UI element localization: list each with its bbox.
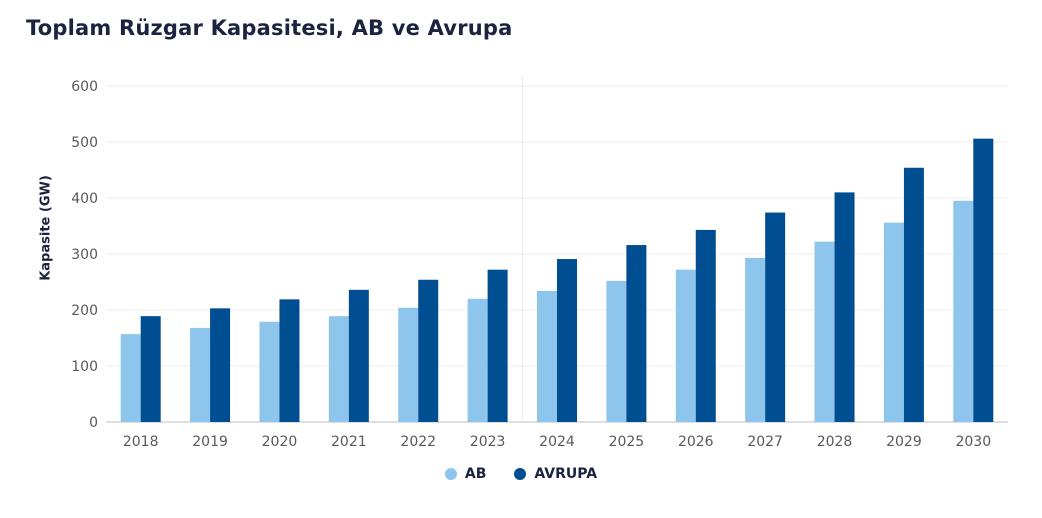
chart-title: Toplam Rüzgar Kapasitesi, AB ve Avrupa [26,16,513,40]
bar-ab-2022[interactable] [398,307,419,422]
x-tick-label: 2022 [400,434,436,450]
bar-avrupa-2018[interactable] [140,316,161,422]
legend-swatch-ab [444,468,457,480]
x-tick-label: 2026 [678,434,714,450]
bar-avrupa-2026[interactable] [695,229,716,422]
legend-label-avrupa: AVRUPA [534,466,598,482]
bar-avrupa-2027[interactable] [765,212,786,422]
x-tick-label: 2030 [955,434,991,450]
bar-avrupa-2019[interactable] [210,308,231,422]
legend-item-avrupa[interactable]: AVRUPA [514,466,597,482]
y-tick-label: 100 [71,359,98,375]
bar-avrupa-2024[interactable] [557,259,577,422]
legend-swatch-avrupa [514,468,527,480]
bar-ab-2030[interactable] [953,200,974,422]
y-tick-label: 400 [71,191,98,207]
y-tick-label: 200 [71,303,98,319]
bar-avrupa-2029[interactable] [903,167,924,422]
x-tick-label: 2024 [539,434,575,450]
x-tick-label: 2027 [747,434,783,450]
x-tick-label: 2029 [886,434,922,450]
x-tick-label: 2028 [817,434,853,450]
bar-ab-2021[interactable] [328,316,349,422]
bar-ab-2026[interactable] [675,269,696,422]
y-tick-label: 600 [71,79,98,95]
x-tick-label: 2018 [123,434,159,450]
bar-avrupa-2022[interactable] [418,279,439,422]
bar-avrupa-2023[interactable] [487,269,508,422]
legend: AB AVRUPA [0,466,1042,482]
y-tick-label: 500 [71,135,98,151]
bar-ab-2020[interactable] [259,321,280,422]
bar-avrupa-2025[interactable] [626,245,647,422]
bar-ab-2018[interactable] [120,334,141,422]
legend-item-ab[interactable]: AB [444,466,487,482]
bar-avrupa-2028[interactable] [834,192,855,422]
bar-ab-2023[interactable] [467,298,488,422]
y-tick-label: 300 [71,247,98,263]
x-tick-label: 2020 [262,434,298,450]
x-tick-label: 2019 [192,434,228,450]
x-tick-label: 2025 [609,434,645,450]
y-tick-label: 0 [89,415,98,431]
legend-label-ab: AB [464,466,487,482]
bar-avrupa-2021[interactable] [348,289,369,422]
bar-ab-2028[interactable] [814,241,835,422]
bar-ab-2025[interactable] [606,280,627,422]
x-tick-label: 2021 [331,434,367,450]
bar-ab-2027[interactable] [745,257,766,422]
bar-avrupa-2030[interactable] [973,138,994,422]
bar-ab-2029[interactable] [883,222,904,422]
bar-ab-2024[interactable] [537,290,557,422]
bar-ab-2019[interactable] [190,327,211,422]
bar-avrupa-2020[interactable] [279,299,300,422]
x-tick-label: 2023 [470,434,506,450]
